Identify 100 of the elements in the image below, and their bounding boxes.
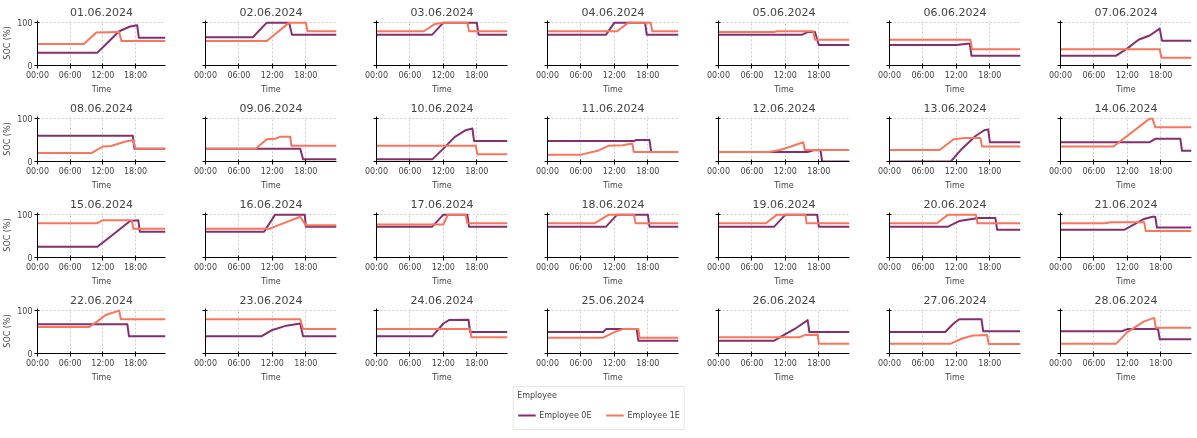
x-axis-title: Time — [773, 180, 794, 190]
y-tick-label: 100 — [17, 115, 33, 125]
x-tick-label: 00:00 — [535, 262, 560, 272]
x-tick-label: 12:00 — [773, 70, 797, 80]
x-tick-label: 00:00 — [193, 166, 218, 176]
x-tick-label: 12:00 — [602, 358, 626, 368]
x-tick-label: 06:00 — [227, 358, 251, 368]
x-tick-label: 12:00 — [431, 262, 455, 272]
y-tick-label: 100 — [17, 307, 33, 317]
x-tick-label: 06:00 — [569, 166, 593, 176]
chart-title: 26.06.2024 — [752, 293, 816, 307]
x-tick-label: 06:00 — [1082, 166, 1106, 176]
x-tick-label: 06:00 — [398, 166, 422, 176]
x-tick-label: 00:00 — [193, 262, 218, 272]
x-tick-label: 06:00 — [740, 262, 764, 272]
chart-title: 21.06.2024 — [1094, 197, 1158, 211]
legend-label: Employee 0E — [539, 410, 592, 420]
x-tick-label: 12:00 — [91, 166, 115, 176]
x-tick-label: 12:00 — [260, 262, 284, 272]
chart-title: 07.06.2024 — [1094, 5, 1158, 19]
x-tick-label: 06:00 — [569, 70, 593, 80]
x-axis-title: Time — [1115, 84, 1136, 94]
y-axis-title: SOC (%) — [3, 314, 13, 348]
x-tick-label: 12:00 — [1115, 358, 1139, 368]
x-axis-title: Time — [773, 276, 794, 286]
x-tick-label: 18:00 — [124, 262, 148, 272]
x-tick-label: 18:00 — [465, 166, 489, 176]
x-tick-label: 12:00 — [602, 262, 626, 272]
x-tick-label: 18:00 — [294, 358, 318, 368]
x-tick-label: 00:00 — [193, 358, 218, 368]
x-tick-label: 06:00 — [569, 262, 593, 272]
x-tick-label: 12:00 — [773, 358, 797, 368]
x-tick-label: 00:00 — [193, 70, 218, 80]
x-tick-label: 12:00 — [773, 166, 797, 176]
x-tick-label: 00:00 — [25, 358, 50, 368]
x-tick-label: 00:00 — [877, 358, 902, 368]
x-tick-label: 12:00 — [431, 166, 455, 176]
x-tick-label: 12:00 — [1115, 70, 1139, 80]
x-tick-label: 18:00 — [636, 358, 660, 368]
x-axis-title: Time — [773, 84, 794, 94]
x-tick-label: 18:00 — [807, 358, 831, 368]
x-tick-label: 18:00 — [636, 70, 660, 80]
x-tick-label: 00:00 — [1048, 358, 1073, 368]
chart-title: 20.06.2024 — [923, 197, 987, 211]
x-axis-title: Time — [431, 84, 452, 94]
x-tick-label: 12:00 — [944, 166, 968, 176]
x-axis-title: Time — [773, 372, 794, 382]
x-tick-label: 18:00 — [124, 358, 148, 368]
chart-title: 03.06.2024 — [410, 5, 474, 19]
chart-title: 15.06.2024 — [70, 197, 133, 211]
x-tick-label: 12:00 — [1115, 262, 1139, 272]
x-tick-label: 18:00 — [1149, 70, 1173, 80]
x-tick-label: 06:00 — [911, 358, 935, 368]
y-tick-label: 0 — [27, 254, 33, 263]
x-tick-label: 00:00 — [535, 358, 560, 368]
x-axis-title: Time — [90, 276, 112, 286]
x-tick-label: 12:00 — [944, 262, 968, 272]
y-axis-title: SOC (%) — [3, 26, 13, 60]
x-tick-label: 18:00 — [807, 70, 831, 80]
x-tick-label: 18:00 — [294, 262, 318, 272]
x-tick-label: 06:00 — [398, 70, 422, 80]
chart-title: 24.06.2024 — [410, 293, 474, 307]
x-tick-label: 12:00 — [91, 262, 115, 272]
x-axis-title: Time — [431, 180, 452, 190]
legend-title: Employee — [517, 391, 558, 400]
x-axis-title: Time — [944, 84, 965, 94]
x-axis-title: Time — [260, 276, 281, 286]
x-axis-title: Time — [90, 372, 112, 382]
x-axis-title: Time — [944, 276, 965, 286]
x-tick-label: 00:00 — [364, 166, 389, 176]
x-tick-label: 12:00 — [944, 70, 968, 80]
x-axis-title: Time — [1115, 276, 1136, 286]
chart-title: 28.06.2024 — [1094, 293, 1158, 307]
x-tick-label: 06:00 — [58, 166, 82, 176]
x-tick-label: 00:00 — [706, 166, 731, 176]
chart-title: 08.06.2024 — [70, 101, 133, 115]
chart-title: 01.06.2024 — [70, 5, 133, 19]
x-tick-label: 00:00 — [25, 70, 50, 80]
chart-title: 05.06.2024 — [752, 5, 816, 19]
x-tick-label: 12:00 — [1115, 166, 1139, 176]
x-tick-label: 18:00 — [1149, 262, 1173, 272]
x-tick-label: 06:00 — [58, 262, 82, 272]
x-tick-label: 12:00 — [260, 70, 284, 80]
x-tick-label: 00:00 — [535, 166, 560, 176]
x-axis-title: Time — [431, 276, 452, 286]
x-axis-title: Time — [431, 372, 452, 382]
x-axis-title: Time — [1115, 180, 1136, 190]
x-tick-label: 00:00 — [25, 262, 50, 272]
chart-title: 09.06.2024 — [239, 101, 303, 115]
x-tick-label: 00:00 — [535, 70, 560, 80]
y-tick-label: 0 — [27, 350, 33, 359]
x-tick-label: 06:00 — [911, 70, 935, 80]
x-axis-title: Time — [944, 372, 965, 382]
x-tick-label: 12:00 — [260, 358, 284, 368]
x-tick-label: 06:00 — [1082, 262, 1106, 272]
chart-title: 27.06.2024 — [923, 293, 987, 307]
x-tick-label: 12:00 — [431, 70, 455, 80]
x-tick-label: 18:00 — [124, 166, 148, 176]
x-axis-title: Time — [90, 84, 112, 94]
x-tick-label: 00:00 — [877, 70, 902, 80]
